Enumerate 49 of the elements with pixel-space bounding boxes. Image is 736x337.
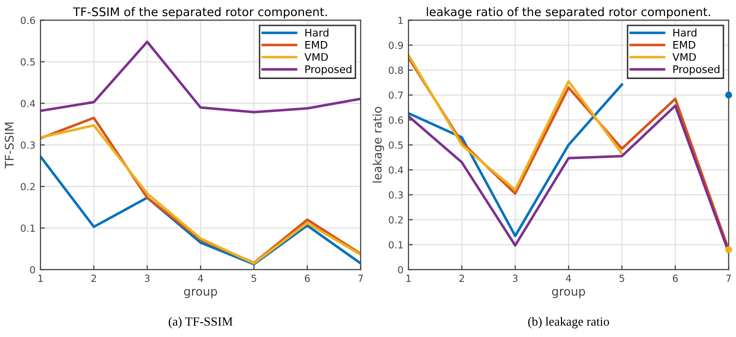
y-tick-label: 0.5 (388, 141, 403, 149)
legend-label: Proposed (305, 65, 352, 76)
x-axis-title: group (184, 289, 218, 298)
legend-label: VMD (672, 53, 696, 61)
legend-label: Proposed (673, 65, 720, 76)
y-tick-label: 0.1 (388, 241, 403, 248)
x-tick-label: 6 (672, 274, 678, 282)
x-tick-label: 1 (38, 274, 43, 282)
y-axis-title: TF-SSIM (4, 122, 14, 168)
y-tick-label: 0.8 (388, 66, 403, 74)
x-tick-label: 5 (620, 274, 624, 282)
y-tick-label: 0.1 (20, 224, 35, 232)
text: (b) leakage ratio (528, 316, 610, 328)
legend-label: EMD (673, 41, 696, 49)
x-tick-label: 7 (726, 274, 731, 282)
y-tick-label: 0.4 (388, 166, 404, 174)
x-tick-label: 6 (304, 274, 310, 282)
y-tick-label: 0.6 (388, 116, 404, 124)
legend-label: EMD (305, 41, 328, 49)
x-tick-label: 2 (91, 274, 96, 282)
x-tick-label: 4 (566, 274, 572, 282)
legend-label: Hard (673, 28, 696, 37)
y-tick-label: 0.2 (20, 182, 35, 190)
line-series (40, 40, 361, 114)
x-tick-label: 3 (512, 274, 518, 282)
y-axis-title: leakage ratio (372, 106, 384, 182)
chart-title: TF-SSIM of the separated rotor component. (72, 7, 327, 19)
y-tick-label: 0 (398, 266, 403, 274)
x-tick-label: 7 (358, 274, 363, 282)
x-tick-label: 1 (406, 274, 411, 282)
x-tick-label: 2 (459, 274, 464, 282)
y-tick-label: 0.9 (388, 42, 403, 49)
y-tick-label: 0.2 (388, 216, 403, 224)
legend-label: VMD (304, 53, 328, 61)
y-tick-label: 0.3 (20, 141, 35, 149)
y-tick-label: 0.5 (20, 58, 35, 66)
x-tick-label: 4 (198, 274, 204, 282)
y-tick-label: 1 (398, 16, 403, 24)
x-tick-label: 5 (252, 274, 256, 282)
chart-title: leakage ratio of the separated rotor component. (426, 7, 710, 19)
legend-label: Hard (305, 28, 328, 37)
y-tick-label: 0.4 (20, 100, 36, 108)
x-axis-title: group (552, 289, 586, 298)
y-tick-label: 0.3 (388, 191, 403, 199)
x-tick-label: 3 (144, 274, 150, 282)
y-tick-label: 0.7 (388, 92, 403, 99)
text: (a) TF-SSIM (168, 316, 233, 328)
y-tick-label: 0.6 (20, 16, 36, 24)
y-tick-label: 0 (30, 266, 35, 274)
